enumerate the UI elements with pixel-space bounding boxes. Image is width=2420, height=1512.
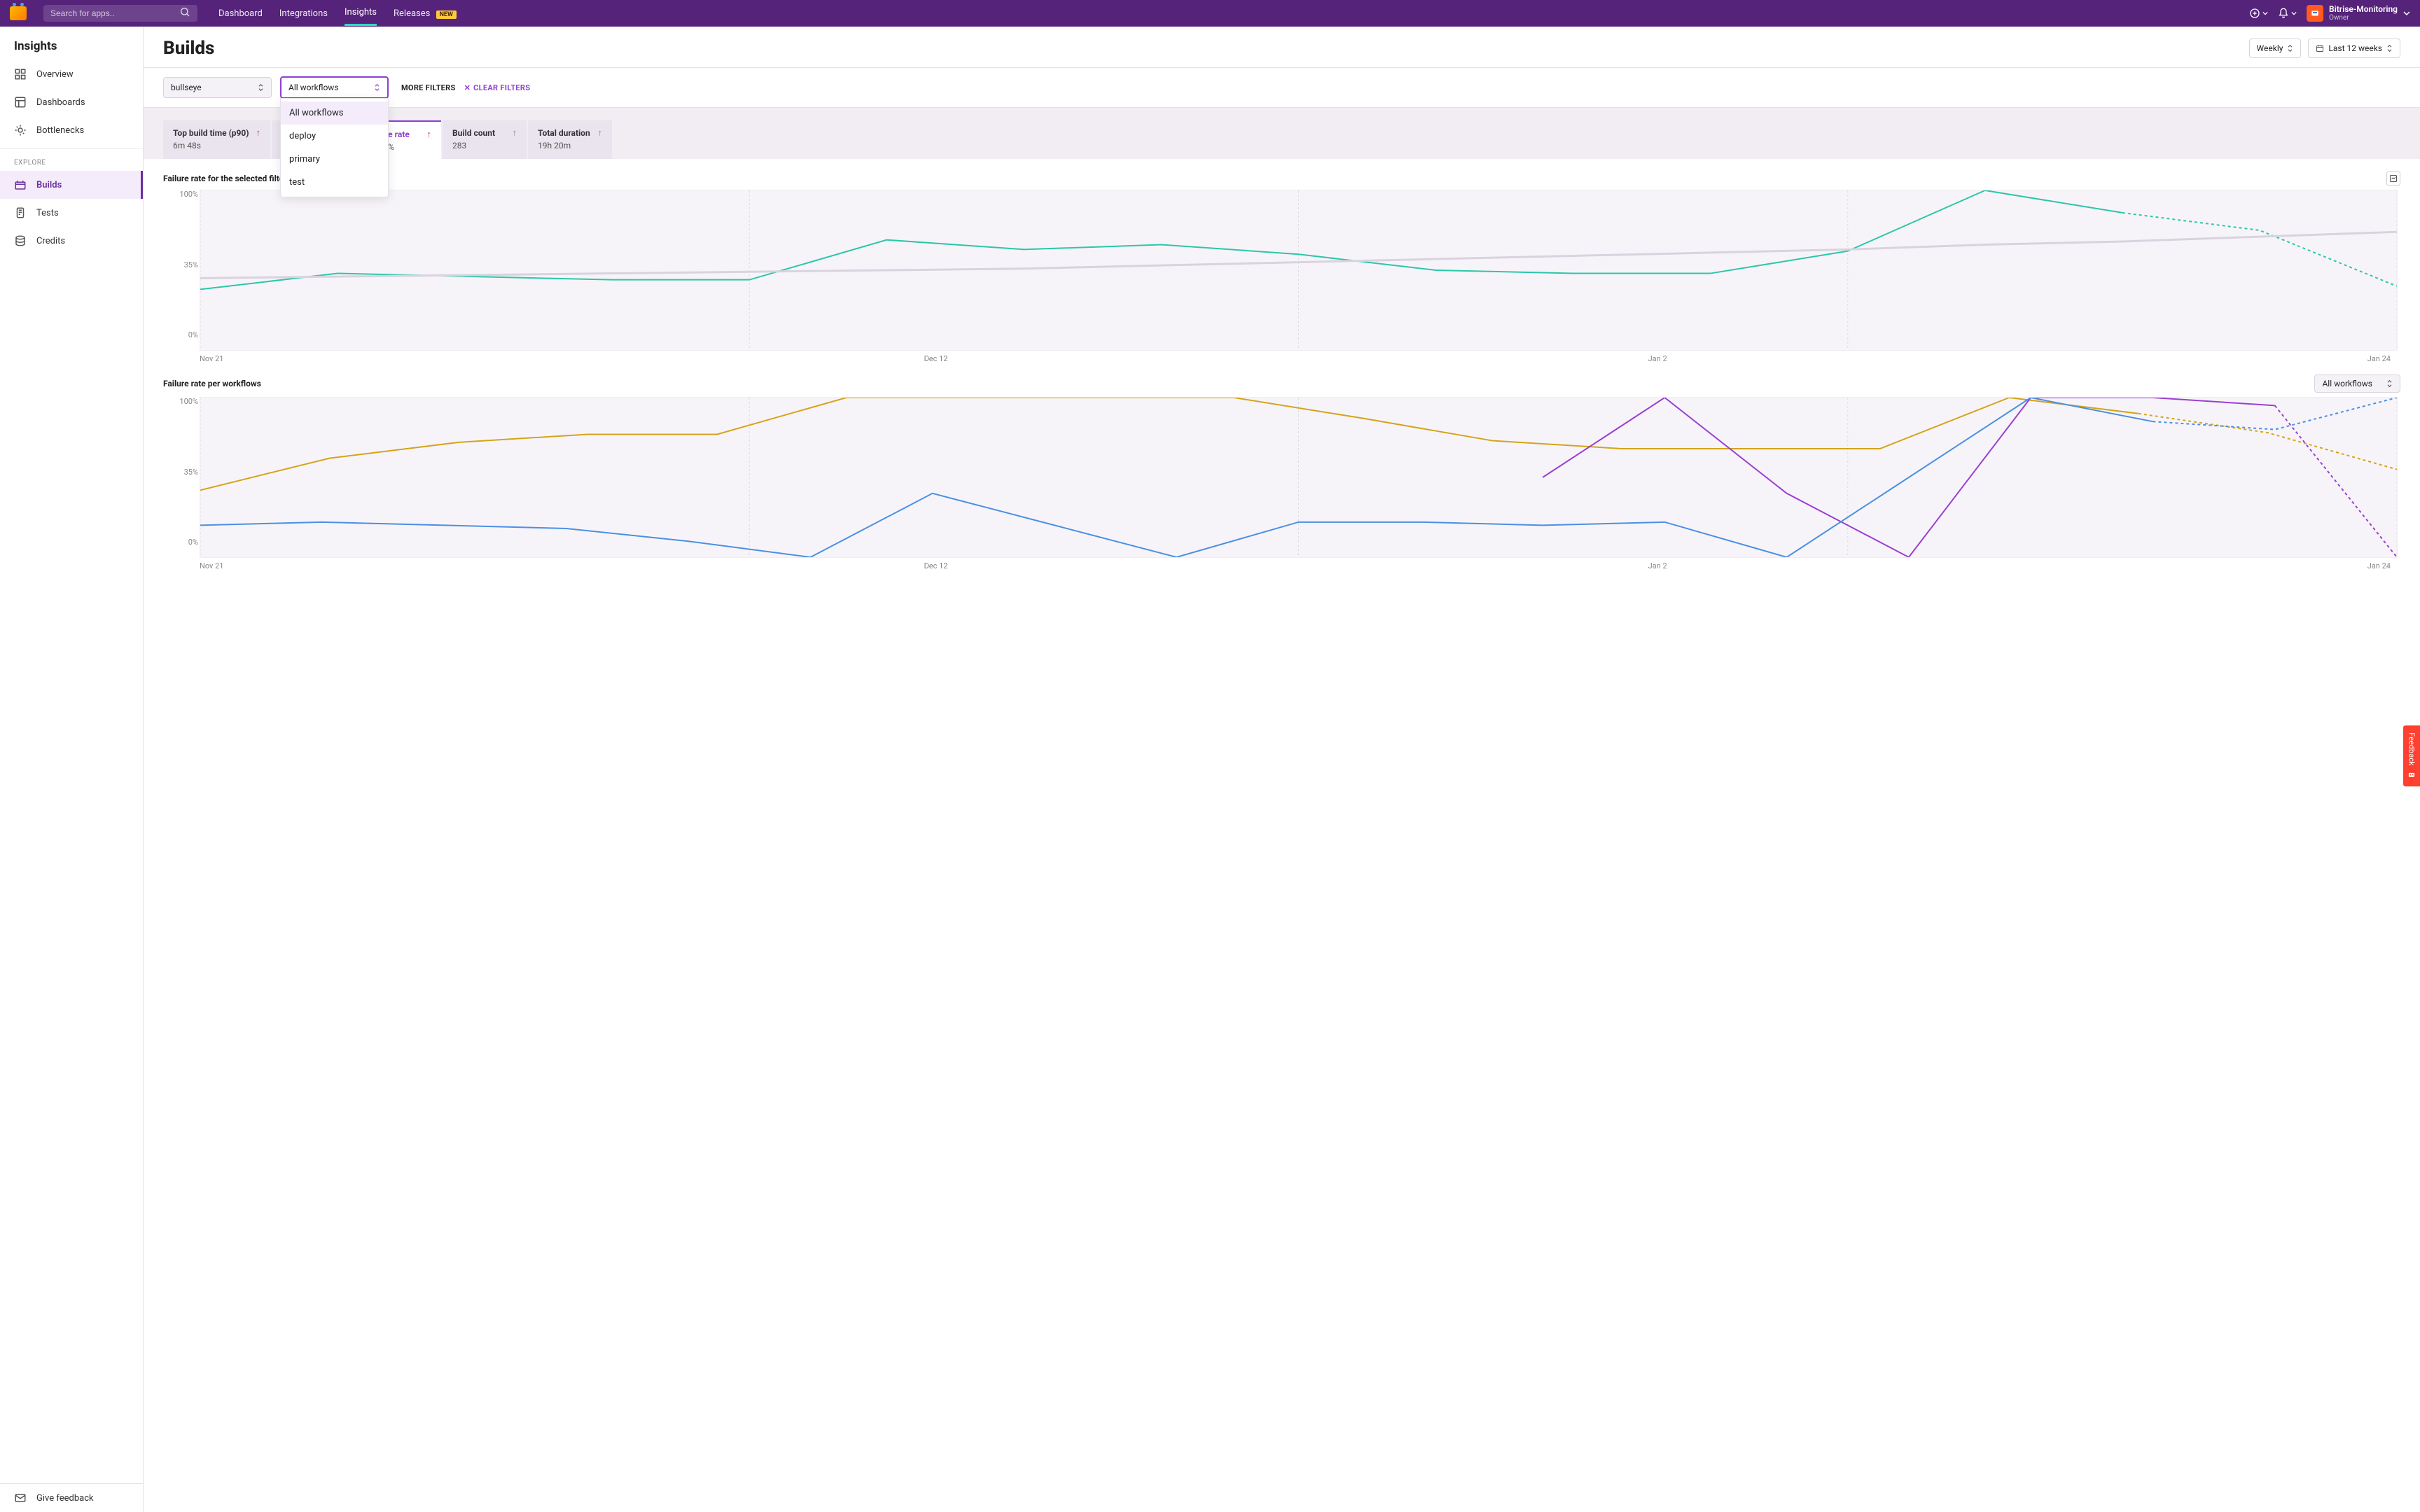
search-icon[interactable]: [179, 6, 190, 20]
badge-new: NEW: [436, 10, 457, 19]
sidebar-item-label: Overview: [36, 69, 74, 80]
account-name: Bitrise-Monitoring: [2329, 5, 2398, 14]
topbar-right: Bitrise-Monitoring Owner: [2249, 5, 2410, 22]
workflow-chart-label: All workflows: [2322, 379, 2372, 388]
logo-icon[interactable]: [10, 6, 27, 20]
sort-icon: [2386, 44, 2393, 52]
sort-icon: [258, 83, 264, 92]
dropdown-item[interactable]: primary: [281, 148, 388, 171]
sidebar-item-label: Dashboards: [36, 97, 85, 108]
dropdown-item[interactable]: test: [281, 171, 388, 194]
chart-expand-button[interactable]: [2386, 172, 2400, 186]
sort-icon: [2287, 44, 2293, 52]
sidebar-item-credits[interactable]: Credits: [0, 227, 143, 255]
close-icon: ✕: [464, 83, 471, 92]
chart-title: Failure rate per workflows: [163, 379, 261, 388]
calendar-icon: [2316, 44, 2324, 52]
feedback-side-tab[interactable]: Feedback: [2403, 725, 2420, 786]
search-input[interactable]: [50, 8, 179, 18]
notifications-button[interactable]: [2278, 8, 2297, 19]
workflow-dropdown: All workflows deploy primary test: [280, 98, 389, 197]
dropdown-item[interactable]: All workflows: [281, 102, 388, 125]
sidebar-section-explore: EXPLORE: [0, 148, 143, 171]
metrics-tabs: Top build time (p90)↑6m 48s... (p90)↑Fai…: [144, 108, 2420, 159]
feedback-side-label: Feedback: [2407, 732, 2416, 765]
account-menu[interactable]: Bitrise-Monitoring Owner: [2307, 5, 2410, 22]
granularity-label: Weekly: [2257, 43, 2283, 53]
add-button[interactable]: [2249, 8, 2268, 19]
search-container: [43, 5, 197, 22]
clear-filters-button[interactable]: ✕ CLEAR FILTERS: [464, 83, 531, 92]
sidebar-item-label: Give feedback: [36, 1493, 94, 1504]
sidebar-item-tests[interactable]: Tests: [0, 199, 143, 227]
project-select[interactable]: bullseye: [163, 77, 272, 98]
chart-title: Failure rate for the selected filters: [163, 174, 291, 183]
account-avatar-icon: [2307, 5, 2323, 22]
metric-tab[interactable]: Top build time (p90)↑6m 48s: [163, 120, 270, 159]
nav-releases-label: Releases: [394, 8, 430, 19]
sidebar-item-builds[interactable]: Builds: [0, 171, 143, 199]
sort-icon: [2386, 379, 2393, 388]
sidebar-item-label: Builds: [36, 180, 62, 190]
sidebar-item-bottlenecks[interactable]: Bottlenecks: [0, 116, 143, 144]
chart-section-1: Failure rate for the selected filters 10…: [144, 159, 2420, 355]
dropdown-item[interactable]: deploy: [281, 125, 388, 148]
top-bar: Dashboard Integrations Insights Releases…: [0, 0, 2420, 27]
date-range-label: Last 12 weeks: [2328, 43, 2382, 53]
project-label: bullseye: [171, 83, 202, 92]
page-title: Builds: [163, 38, 214, 59]
chevron-down-icon: [2291, 10, 2297, 16]
more-filters-button[interactable]: MORE FILTERS: [401, 83, 456, 92]
y-axis-labels: 100%35%0%: [170, 190, 198, 340]
chart-area: [200, 397, 2398, 558]
metric-tab[interactable]: Build count↑283: [443, 120, 527, 159]
sidebar-item-feedback[interactable]: Give feedback: [0, 1484, 143, 1512]
nav-releases[interactable]: Releases NEW: [394, 2, 457, 25]
y-axis-labels: 100%35%0%: [170, 397, 198, 547]
sidebar-item-label: Bottlenecks: [36, 125, 84, 136]
filters-row: bullseye All workflows All workflows dep…: [144, 67, 2420, 108]
sidebar-item-dashboards[interactable]: Dashboards: [0, 88, 143, 116]
chevron-down-icon: [2403, 10, 2410, 17]
chevron-down-icon: [2262, 10, 2268, 16]
clear-filters-label: CLEAR FILTERS: [473, 83, 530, 92]
sidebar-item-label: Credits: [36, 236, 65, 246]
nav-dashboard[interactable]: Dashboard: [218, 2, 263, 25]
sidebar-title: Insights: [0, 27, 143, 60]
granularity-select[interactable]: Weekly: [2249, 38, 2302, 58]
x-axis-labels: Nov 21Dec 12Jan 2Jan 24: [200, 561, 2398, 570]
account-role: Owner: [2329, 14, 2398, 22]
x-axis-labels: Nov 21Dec 12Jan 2Jan 24: [200, 354, 2398, 363]
nav-insights[interactable]: Insights: [345, 1, 377, 26]
sidebar-item-label: Tests: [36, 208, 59, 218]
sidebar-item-overview[interactable]: Overview: [0, 60, 143, 88]
workflow-select[interactable]: All workflows All workflows deploy prima…: [280, 76, 389, 99]
nav-integrations[interactable]: Integrations: [279, 2, 328, 25]
chart-area: [200, 190, 2398, 351]
metric-tab[interactable]: Total duration↑19h 20m: [528, 120, 612, 159]
sort-icon: [374, 83, 380, 92]
date-range-select[interactable]: Last 12 weeks: [2308, 38, 2400, 58]
robot-icon: [2407, 770, 2416, 780]
main-nav: Dashboard Integrations Insights Releases…: [218, 1, 457, 26]
sidebar: Insights Overview Dashboards Bottlenecks…: [0, 27, 144, 1512]
chart-section-2: Failure rate per workflows All workflows…: [144, 355, 2420, 562]
workflow-label: All workflows: [288, 83, 339, 92]
workflow-chart-select[interactable]: All workflows: [2314, 374, 2400, 393]
chart-icon: [2389, 174, 2398, 183]
main-content: Builds Weekly Last 12 weeks bullseye All: [144, 27, 2420, 1512]
